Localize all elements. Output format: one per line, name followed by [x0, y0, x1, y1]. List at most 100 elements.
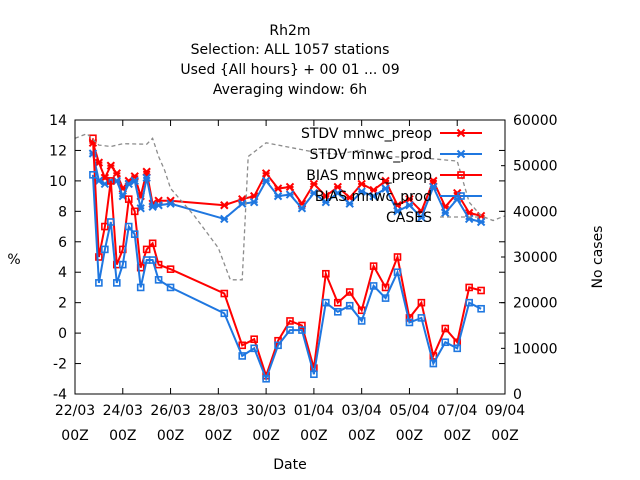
series-line-3	[91, 174, 482, 382]
y-tick-label: 8	[58, 204, 67, 220]
series-1-point	[441, 208, 450, 218]
series-3-point	[369, 282, 378, 290]
y-tick-label: 10	[49, 174, 67, 190]
series-2-point	[124, 195, 133, 203]
series-3-point	[477, 304, 485, 313]
series-1-point	[285, 190, 295, 199]
series-3-point	[441, 338, 450, 347]
series-1-point	[393, 207, 402, 216]
y-axis-label: %	[7, 252, 20, 268]
series-2-point	[381, 283, 390, 292]
series-1-point	[369, 191, 378, 201]
series-0-point	[321, 191, 331, 201]
series-1-point	[273, 191, 283, 201]
x-tick-label-hour: 00Z	[444, 428, 471, 444]
tick-layer: -4 -2 0 2 4 6 8 10 12 14 0 10000 20000 30000 40000 5000…	[49, 113, 557, 444]
series-0-point	[381, 176, 390, 186]
y-tick-label: -4	[53, 387, 67, 403]
series-2-point	[333, 298, 342, 307]
series-1-point	[154, 201, 163, 210]
series-2-point	[298, 321, 306, 330]
series-2-point	[441, 324, 450, 333]
series-3-point	[89, 171, 97, 179]
series-0-point	[112, 169, 122, 178]
series-2-point	[142, 245, 151, 254]
y2-tick-label: 10000	[513, 341, 558, 357]
x-tick-label-hour: 00Z	[157, 428, 184, 444]
series-0-point	[357, 179, 366, 189]
series-3-point	[148, 256, 157, 264]
y-tick-label: 6	[58, 235, 67, 251]
series-3-point	[166, 283, 175, 292]
chart-title-line-2: Selection: ALL 1057 stations	[191, 42, 390, 58]
series-1-point	[249, 197, 259, 207]
series-1-point	[381, 184, 390, 193]
y-tick-label: -2	[53, 357, 67, 373]
series-3-point	[357, 317, 366, 325]
series-3-point	[136, 283, 145, 292]
legend-label-4: CASES	[386, 210, 432, 226]
legend-marker-2	[457, 171, 465, 179]
series-3-point	[124, 222, 133, 231]
series-3-point	[262, 374, 270, 383]
series-1-point	[321, 197, 331, 207]
legend-marker-3	[457, 192, 465, 200]
series-2-point	[477, 286, 485, 295]
series-3-point	[322, 298, 330, 307]
series-1-point	[309, 188, 319, 198]
series-3-point	[286, 326, 294, 334]
y2-tick-label: 30000	[513, 250, 558, 266]
series-3-point	[465, 298, 473, 307]
series-0-point	[333, 182, 342, 192]
series-1-point	[405, 201, 414, 210]
chart-title-line-4: Averaging window: 6h	[213, 82, 367, 98]
series-1-point	[166, 199, 175, 208]
legend-marker-1	[456, 149, 466, 159]
series-3-point	[345, 301, 354, 310]
series-3-point	[381, 294, 390, 302]
x-tick-label-hour: 00Z	[205, 428, 232, 444]
series-1-point	[148, 202, 157, 211]
series-0-point	[285, 182, 295, 192]
series-3-point	[274, 341, 282, 350]
series-0-point	[405, 194, 414, 204]
series-2-point	[417, 298, 426, 307]
series-3-point	[333, 307, 342, 316]
series-3-point	[101, 245, 109, 254]
series-2-point	[250, 335, 258, 344]
x-tick-label-date: 24/03	[103, 403, 143, 419]
series-0-point	[369, 185, 378, 195]
series-0-point	[261, 169, 271, 178]
series-1-point	[220, 214, 229, 224]
y2-tick-label: 50000	[513, 159, 558, 175]
series-2-point	[345, 288, 354, 296]
series-2-point	[465, 283, 473, 292]
legend-marker-0	[456, 128, 466, 138]
series-2-point	[166, 265, 175, 273]
series-line-4	[74, 132, 506, 281]
x-tick-label-date: 05/04	[389, 403, 429, 419]
chart-title-line-3: Used {All hours} + 00 01 ... 09	[180, 62, 399, 78]
series-1-point	[261, 176, 271, 186]
x-tick-label-date: 22/03	[55, 403, 95, 419]
series-1-point	[142, 173, 151, 183]
series-1-point	[238, 199, 247, 208]
series-3-point	[118, 260, 127, 269]
series-1-point	[357, 187, 366, 196]
legend: STDV mnwc_preop STDV mnwc_prod BIAS mnwc_p…	[301, 126, 482, 226]
y-tick-label: 2	[58, 296, 67, 312]
x-tick-label-date: 07/04	[437, 403, 477, 419]
series-0-point	[94, 158, 104, 167]
series-2-point	[154, 260, 163, 269]
series-3-point	[107, 218, 115, 226]
x-tick-label-hour: 00Z	[300, 428, 327, 444]
series-2-point	[95, 253, 103, 261]
x-tick-label-hour: 00Z	[109, 428, 136, 444]
y2-tick-label: 0	[513, 387, 522, 403]
x-tick-label-hour: 00Z	[61, 428, 88, 444]
series-line-2	[91, 138, 482, 379]
y-tick-label: 12	[49, 143, 67, 159]
series-0-point	[309, 179, 319, 189]
series-2-point	[130, 207, 139, 216]
